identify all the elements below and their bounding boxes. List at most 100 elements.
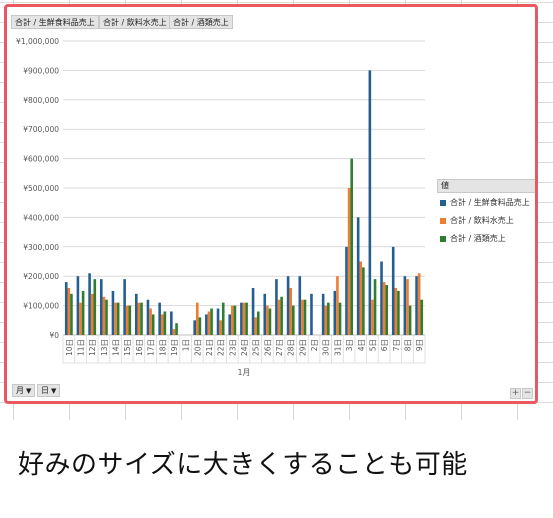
bar xyxy=(350,158,353,335)
x-tick-label: 15日 xyxy=(123,339,132,356)
caption-text: 好みのサイズに大きくすることも可能 xyxy=(18,450,468,480)
legend-item: 合計 / 生鮮食料品売上 xyxy=(437,195,535,211)
bar xyxy=(417,273,421,335)
dropdown-arrow-icon: ▼ xyxy=(26,387,32,395)
bar xyxy=(373,279,377,335)
x-tick-label: 25日 xyxy=(252,339,261,356)
bar xyxy=(116,302,120,335)
x-tick-label: 14日 xyxy=(112,339,121,356)
bar xyxy=(242,302,246,335)
bar xyxy=(128,305,132,335)
collapse-minus-icon[interactable]: − xyxy=(522,388,533,399)
bar xyxy=(245,302,248,335)
bar xyxy=(140,302,143,335)
bar xyxy=(158,302,161,335)
month-field-label: 月 xyxy=(16,386,24,395)
bar xyxy=(385,285,389,335)
legend-item: 合計 / 飲料水売上 xyxy=(437,213,535,229)
bar xyxy=(205,314,208,335)
bar xyxy=(70,293,73,335)
bar xyxy=(359,261,363,335)
bar xyxy=(170,311,173,335)
x-tick-label: 18日 xyxy=(158,339,167,356)
x-tick-label: 3日 xyxy=(345,339,354,351)
bar xyxy=(310,293,313,335)
bar xyxy=(382,282,386,335)
bar xyxy=(240,302,243,335)
x-tick-label: 12日 xyxy=(88,339,97,356)
x-tick-label: 16日 xyxy=(135,339,144,356)
bar xyxy=(90,293,94,335)
x-tick-label: 10日 xyxy=(65,339,74,356)
x-tick-label: 30日 xyxy=(322,339,331,356)
bar xyxy=(67,287,71,335)
legend-label: 合計 / 生鮮食料品売上 xyxy=(450,198,530,207)
bar xyxy=(233,305,237,335)
pivot-chart[interactable]: 合計 / 生鮮食料品売上 合計 / 飲料水売上 合計 / 酒類売上 ¥0 ¥100… xyxy=(4,4,538,404)
bar xyxy=(347,188,351,335)
bar xyxy=(219,320,222,335)
bar xyxy=(268,308,272,335)
bar xyxy=(195,302,199,335)
x-tick-label: 11日 xyxy=(77,339,86,356)
bar xyxy=(277,299,281,335)
legend-values-button[interactable]: 値 xyxy=(437,179,535,193)
y-tick-label: ¥900,000 xyxy=(23,66,59,75)
x-tick-label: 5日 xyxy=(368,339,377,351)
y-tick-label: ¥0 xyxy=(49,331,59,340)
y-tick-label: ¥1,000,000 xyxy=(16,37,59,46)
y-tick-label: ¥100,000 xyxy=(23,302,59,311)
bar xyxy=(301,299,304,335)
y-tick-label: ¥400,000 xyxy=(23,213,59,222)
bar xyxy=(251,287,255,335)
bar xyxy=(146,299,150,335)
field-button-fresh-food[interactable]: 合計 / 生鮮食料品売上 xyxy=(11,15,99,29)
bar xyxy=(254,317,257,335)
bar xyxy=(371,299,374,335)
bar xyxy=(327,302,330,335)
bar xyxy=(135,293,138,335)
bar xyxy=(193,320,196,335)
bar xyxy=(324,305,328,335)
day-field-label: 日 xyxy=(41,386,49,395)
x-tick-label: 7日 xyxy=(392,339,401,351)
x-tick-label: 22日 xyxy=(217,339,226,356)
bar xyxy=(102,296,106,335)
dropdown-arrow-icon: ▼ xyxy=(51,387,57,395)
bar xyxy=(298,276,302,335)
bar xyxy=(93,279,97,335)
x-group-label: 1月 xyxy=(237,368,250,377)
bar xyxy=(263,293,267,335)
chart-plot: ¥0 ¥100,000 ¥200,000 ¥300,000 ¥400,000 ¥500,0… xyxy=(16,37,426,377)
bar xyxy=(321,293,325,335)
bar xyxy=(338,302,342,335)
bar xyxy=(362,267,365,335)
bar xyxy=(420,299,424,335)
month-field-button[interactable]: 月 ▼ xyxy=(12,384,36,397)
legend-swatch-icon xyxy=(440,200,446,206)
bar xyxy=(394,287,398,335)
x-tick-label: 29日 xyxy=(298,339,307,356)
expand-plus-icon[interactable]: + xyxy=(510,388,521,399)
bar xyxy=(403,276,407,335)
x-tick-label: 24日 xyxy=(240,339,249,356)
bar xyxy=(76,276,80,335)
bar xyxy=(289,287,293,335)
y-tick-label: ¥600,000 xyxy=(23,155,59,164)
x-tick-label: 13日 xyxy=(100,339,109,356)
x-tick-label: 23日 xyxy=(228,339,237,356)
bar xyxy=(81,290,85,335)
bar xyxy=(125,305,129,335)
y-tick-label: ¥800,000 xyxy=(23,96,59,105)
bar xyxy=(151,314,155,335)
x-tick-label: 9日 xyxy=(415,339,424,351)
bar xyxy=(228,314,232,335)
bar xyxy=(292,305,295,335)
day-field-button[interactable]: 日 ▼ xyxy=(37,384,61,397)
bar xyxy=(216,308,220,335)
bar xyxy=(114,302,117,335)
bar xyxy=(210,308,213,335)
bar xyxy=(99,279,103,335)
field-button-liquor[interactable]: 合計 / 酒類売上 xyxy=(169,15,233,29)
legend-item: 合計 / 酒類売上 xyxy=(437,231,535,247)
